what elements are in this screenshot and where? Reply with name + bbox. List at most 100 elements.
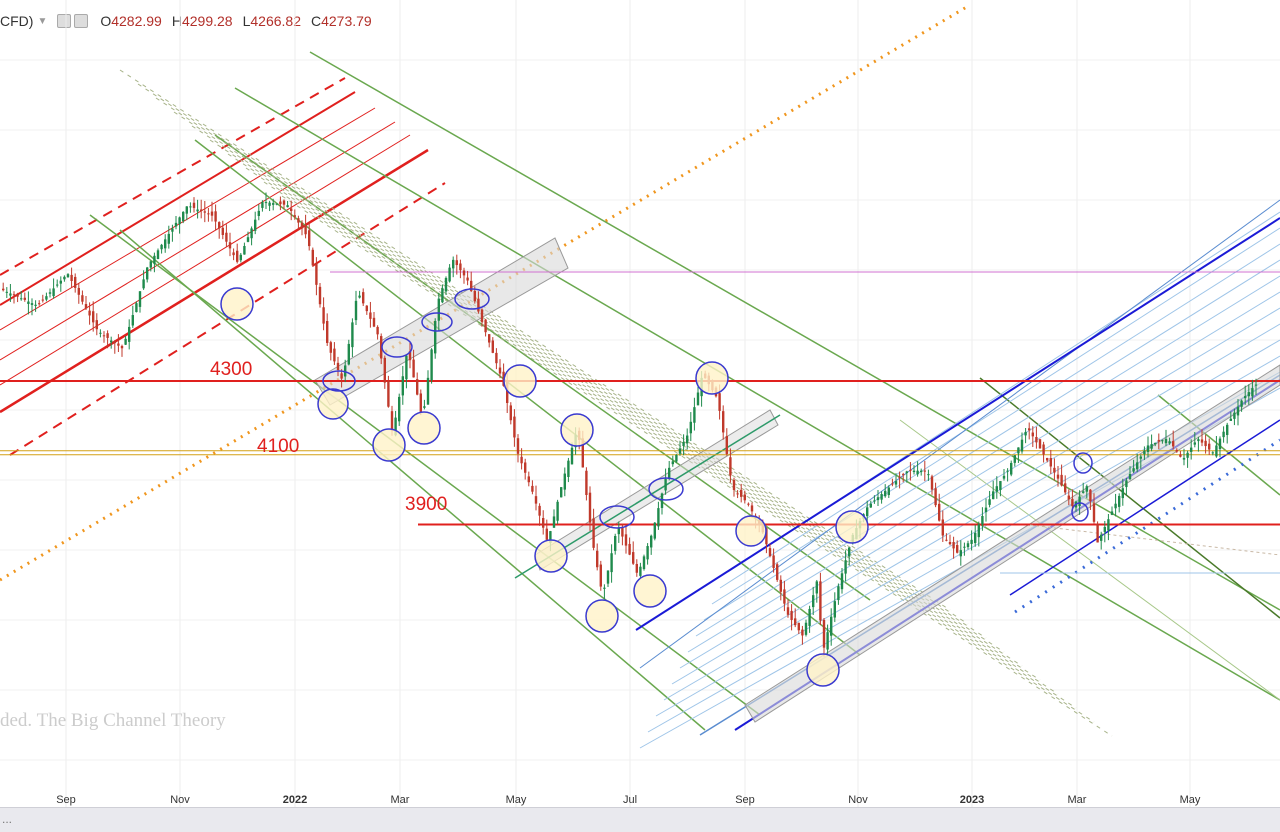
candle-body — [1082, 491, 1085, 493]
candle-body — [261, 202, 264, 208]
candle-body — [948, 541, 952, 545]
symbol-label[interactable]: CFD) — [0, 13, 34, 29]
candle-body — [419, 393, 422, 412]
candle-body — [401, 376, 404, 396]
candle-body — [131, 315, 134, 326]
candle-body — [81, 295, 84, 302]
x-tick-label: Mar — [390, 794, 410, 806]
candle-body — [675, 454, 678, 462]
candle-body — [387, 381, 390, 407]
candle-body — [95, 320, 98, 330]
price-chart[interactable] — [0, 0, 1280, 808]
candle-body — [880, 494, 883, 500]
candle-body — [1042, 444, 1045, 455]
more-icon[interactable]: ... — [2, 812, 13, 826]
pivot-circle-4 — [534, 539, 568, 573]
pivot-ellipse-3 — [454, 288, 490, 310]
candle-body — [164, 239, 167, 249]
candle-body — [693, 407, 696, 423]
candle-body — [1236, 406, 1240, 416]
candle-body — [815, 581, 818, 594]
candle-body — [520, 456, 523, 464]
candle-body — [682, 441, 685, 446]
candle-body — [153, 255, 156, 264]
candle-body — [696, 392, 700, 406]
candle-body — [747, 503, 750, 505]
candle-body — [45, 296, 48, 300]
candle-body — [524, 462, 527, 473]
open-label: O — [100, 13, 112, 29]
candle-body — [866, 507, 869, 517]
candle-body — [513, 416, 516, 438]
candle-body — [822, 619, 826, 648]
x-tick-label: Sep — [56, 794, 76, 806]
candle-body — [650, 535, 653, 548]
channel-green-dashed-2 — [155, 97, 987, 639]
channel-green-dashed-5 — [209, 139, 1041, 681]
chevron-down-icon[interactable]: ▼ — [37, 15, 48, 27]
pivot-ellipse-2 — [421, 312, 453, 332]
candle-body — [232, 252, 235, 256]
settings-icon[interactable] — [57, 14, 72, 28]
candle-body — [527, 476, 530, 483]
candle-body — [1031, 432, 1034, 437]
candle-body — [200, 209, 203, 212]
candle-body — [1157, 439, 1160, 442]
x-tick-label: 2023 — [959, 794, 985, 806]
candle-body — [837, 586, 840, 601]
candle-body — [927, 474, 930, 476]
candle-body — [1010, 462, 1013, 475]
watermark-text: ded. The Big Channel Theory — [0, 710, 226, 731]
high-value: 4299.28 — [181, 13, 233, 29]
candle-body — [434, 321, 437, 354]
candle-body — [203, 211, 206, 213]
candle-body — [369, 312, 372, 319]
x-tick-label: 2022 — [282, 794, 308, 806]
candle-body — [1186, 452, 1189, 458]
candle-body — [995, 486, 998, 492]
candle-body — [743, 494, 746, 501]
candle-body — [441, 288, 444, 303]
candle-body — [376, 326, 379, 335]
candle-body — [207, 213, 210, 215]
visibility-icon[interactable] — [74, 14, 89, 28]
channel-green-dashed-0 — [119, 69, 951, 611]
candle-body — [1067, 495, 1070, 500]
candle-body — [470, 280, 473, 291]
x-tick-label: Nov — [848, 794, 868, 806]
channel-red-line-0 — [0, 91, 356, 306]
candle-body — [790, 610, 793, 620]
candle-body — [196, 209, 199, 212]
candle-body — [5, 291, 8, 293]
candle-body — [390, 411, 394, 431]
candle-body — [884, 490, 887, 497]
candle-body — [380, 336, 383, 359]
level-label-3900: 3900 — [405, 494, 448, 515]
candle-body — [120, 345, 124, 349]
candle-body — [905, 471, 908, 474]
channel-blue-mid — [1009, 419, 1280, 596]
channel-lightblue-2 — [655, 355, 1280, 717]
candle-body — [596, 550, 599, 568]
candle-body — [1161, 440, 1164, 442]
candle-body — [149, 261, 152, 268]
candle-body — [218, 222, 221, 229]
candle-body — [581, 438, 584, 468]
candle-body — [1164, 438, 1168, 444]
candle-body — [365, 305, 368, 312]
candle-body — [293, 215, 296, 217]
candle-body — [322, 307, 325, 324]
candle-body — [923, 470, 926, 472]
candle-body — [941, 519, 944, 536]
candle-body — [729, 457, 732, 476]
channel-lightblue-5 — [679, 307, 1280, 669]
candle-body — [221, 227, 224, 235]
candle-body — [808, 608, 811, 626]
candle-body — [635, 563, 638, 573]
candle-body — [621, 526, 624, 537]
channel-lightblue-3 — [663, 339, 1280, 701]
channel-green-line-5 — [119, 229, 706, 731]
x-tick-label: Nov — [170, 794, 190, 806]
candle-body — [1107, 519, 1110, 531]
close-label: C — [310, 13, 322, 29]
